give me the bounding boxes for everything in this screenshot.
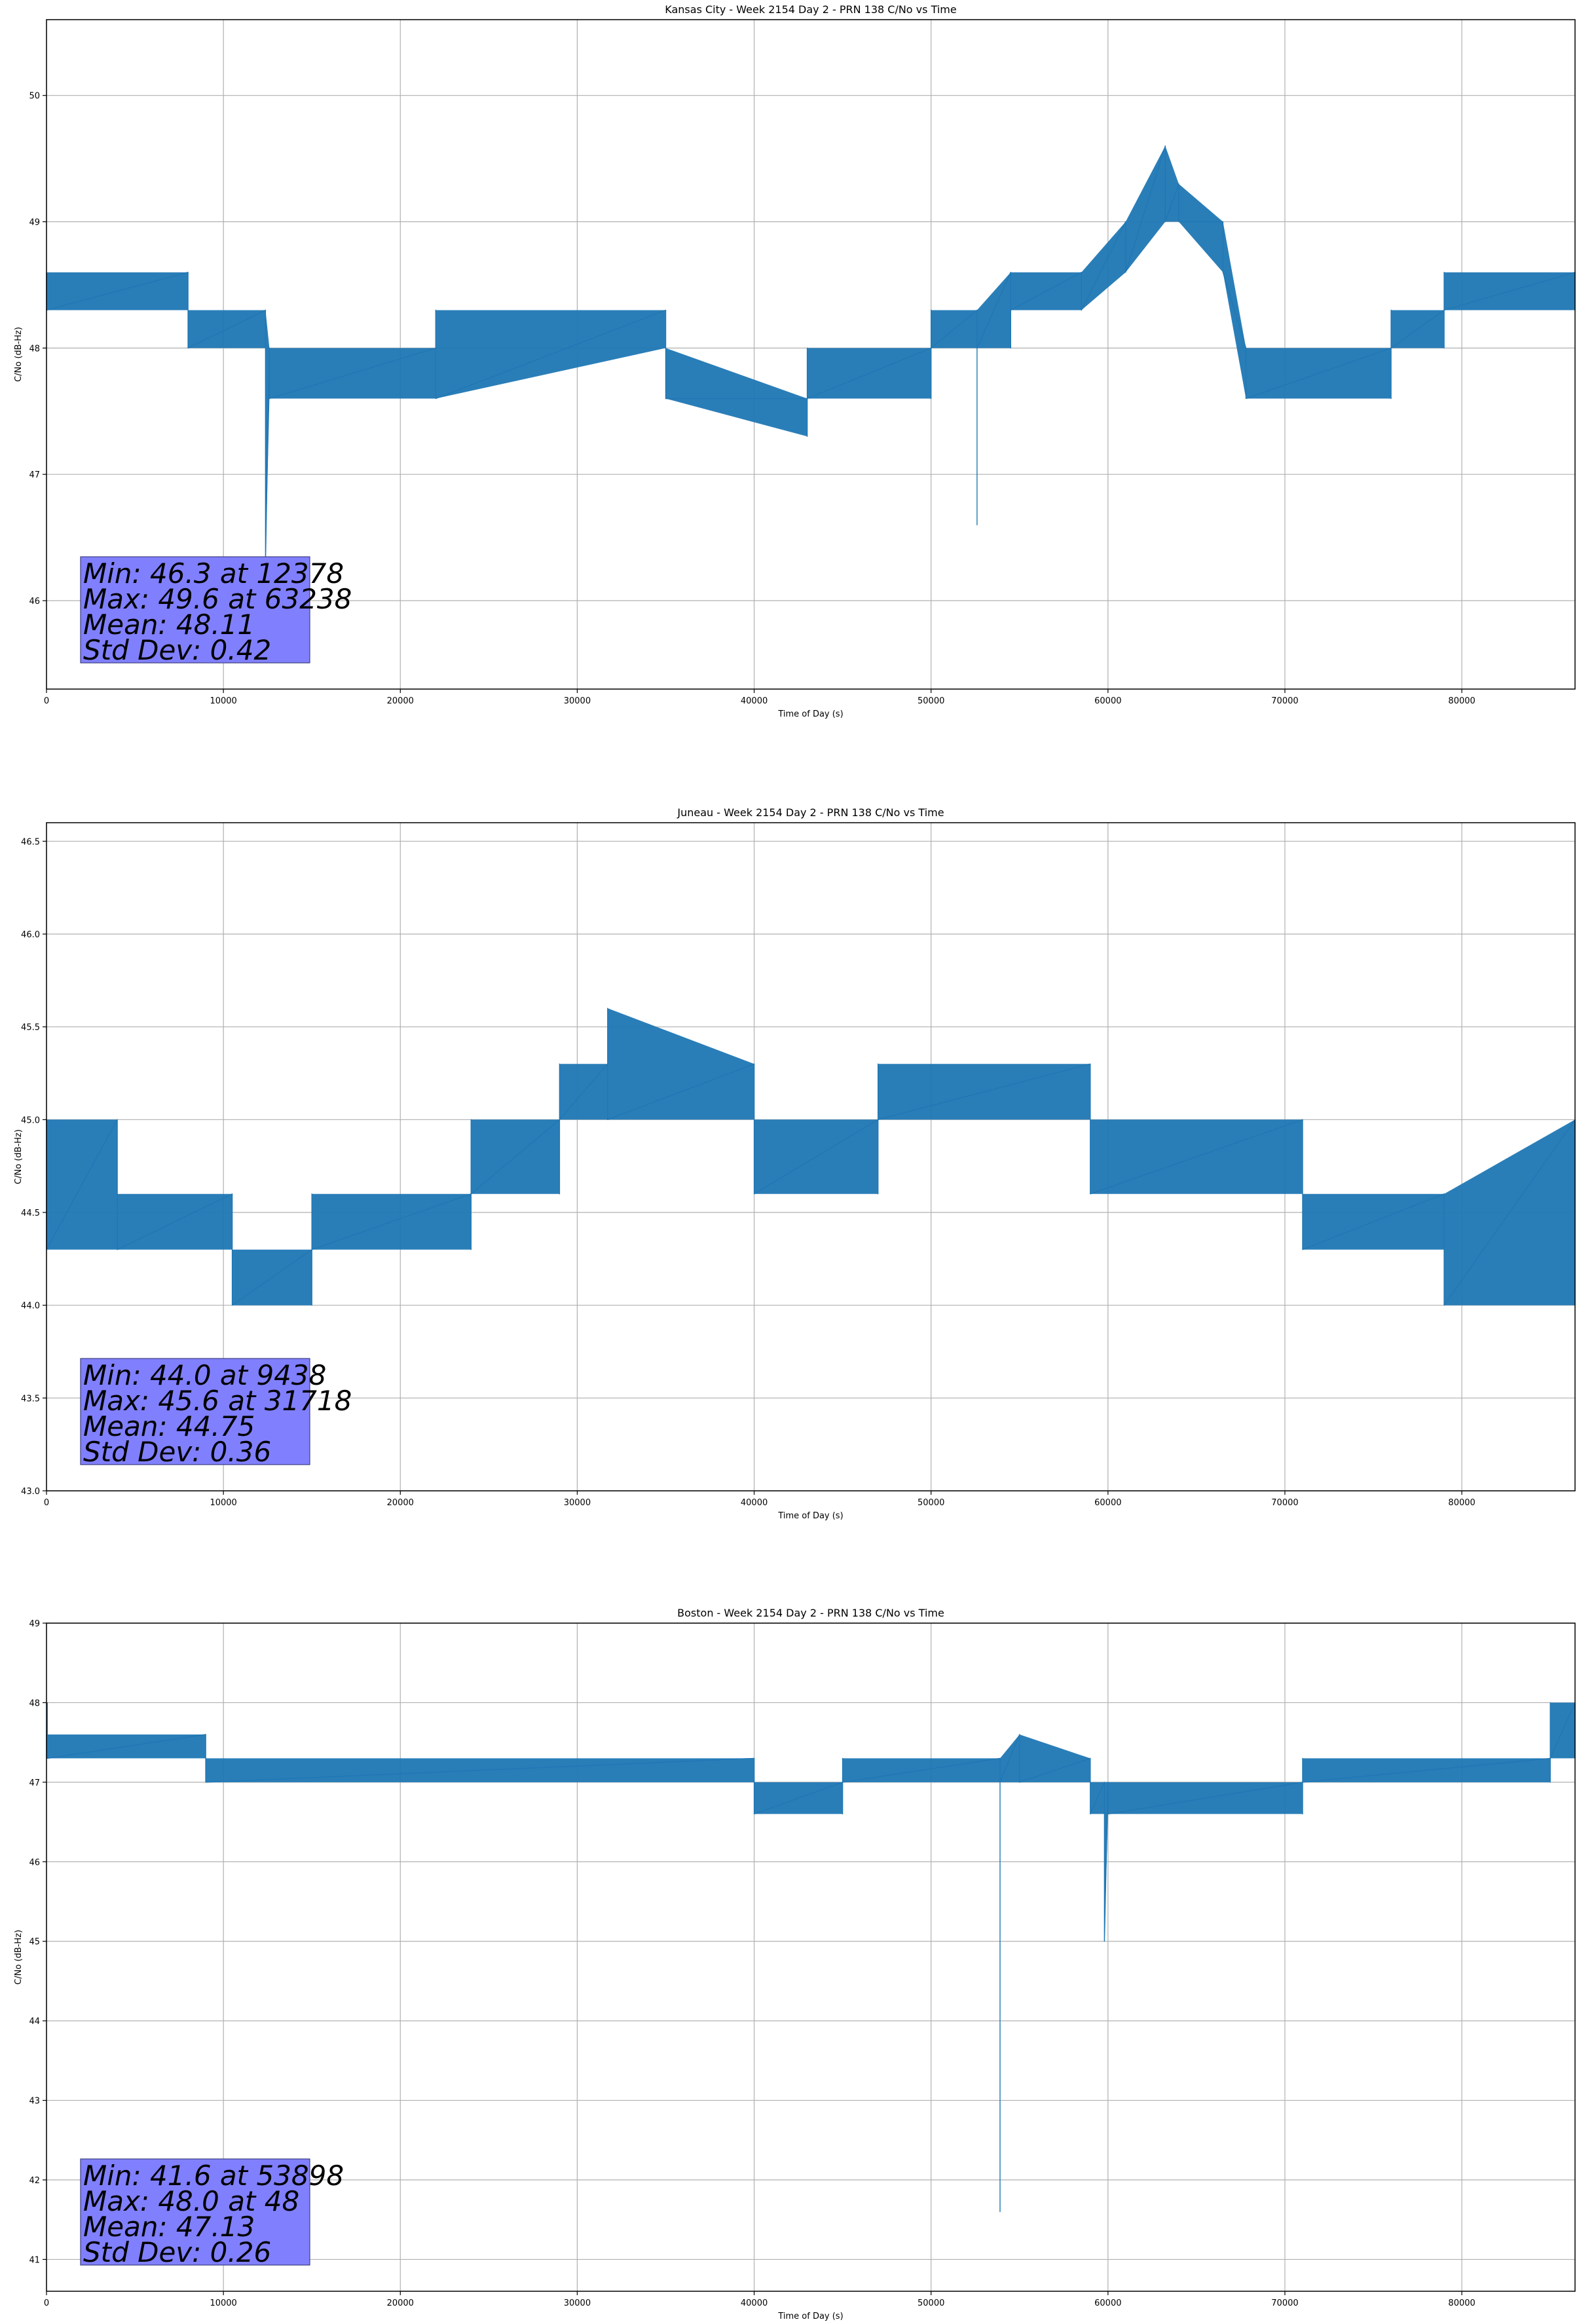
x-axis-label: Time of Day (s): [777, 2312, 843, 2321]
y-tick-label: 42: [29, 2176, 40, 2186]
stats-line: Max: 49.6 at 63238: [83, 583, 352, 615]
stats-line: Std Dev: 0.36: [83, 1436, 271, 1468]
axes-frame: [46, 822, 1576, 1491]
x-tick-label: 30000: [564, 696, 591, 706]
chart-kansas-city: 0 10000 20000 30000 40000 50000 60000 70000 8000…: [14, 3, 1576, 719]
chart-juneau: 0 10000 20000 30000 40000 50000 60000 70000 8000…: [14, 806, 1576, 1521]
x-axis-label: Time of Day (s): [777, 1511, 843, 1521]
x-tick-label: 0: [44, 2298, 49, 2308]
x-tick-label: 70000: [1271, 2298, 1298, 2308]
y-tick-label: 47: [29, 1778, 40, 1788]
x-tick-label: 60000: [1094, 2298, 1121, 2308]
chart-boston: 0 10000 20000 30000 40000 50000 60000 70000 8000…: [14, 1607, 1576, 2321]
series-line: [46, 1702, 1576, 2213]
x-tick-label: 10000: [210, 2298, 236, 2308]
y-tick-label: 48: [29, 344, 40, 354]
y-tick-label: 44.0: [21, 1302, 40, 1311]
x-tick-label: 70000: [1271, 1498, 1298, 1508]
y-tick-label: 46.5: [21, 837, 40, 847]
x-tick-label: 20000: [387, 696, 414, 706]
series-band: [46, 145, 1575, 563]
x-tick-label: 0: [44, 1498, 49, 1508]
x-tick-label: 30000: [564, 1498, 591, 1508]
grid: [46, 20, 1575, 689]
stats-box-background: [80, 556, 310, 664]
y-tick-label: 44.5: [21, 1209, 40, 1218]
x-tick-label: 40000: [741, 2298, 768, 2308]
y-axis-label: C/No (dB-Hz): [14, 1930, 24, 1985]
x-tick-label: 70000: [1271, 696, 1298, 706]
stats-line: Min: 41.6 at 53898: [83, 2160, 344, 2192]
stats-line: Std Dev: 0.26: [83, 2236, 271, 2268]
y-tick-label: 48: [29, 1698, 40, 1708]
y-tick-label: 41: [29, 2255, 40, 2265]
x-tick-label: 20000: [387, 1498, 414, 1508]
y-tick-label: 43.5: [21, 1394, 40, 1404]
stats-line: Max: 45.6 at 31718: [83, 1385, 352, 1417]
y-tick-label: 46: [29, 1858, 40, 1867]
grid: [46, 823, 1575, 1491]
x-tick-label: 80000: [1448, 2298, 1475, 2308]
stats-line: Mean: 44.75: [83, 1410, 255, 1442]
series-line: [46, 145, 1576, 563]
series-band: [46, 1702, 1575, 2212]
x-tick-label: 30000: [564, 2298, 591, 2308]
x-tick-label: 80000: [1448, 1498, 1475, 1508]
x-tick-label: 50000: [918, 1498, 944, 1508]
y-tick-label: 46: [29, 597, 40, 607]
stats-line: Min: 44.0 at 9438: [83, 1359, 326, 1391]
axes-frame: [46, 19, 1576, 690]
axes-frame: [46, 1622, 1576, 2292]
y-tick-label: 45: [29, 1938, 40, 1947]
stats-line: Max: 48.0 at 48: [83, 2185, 299, 2217]
chart-title: Juneau - Week 2154 Day 2 - PRN 138 C/No …: [677, 806, 944, 819]
stats-line: Mean: 47.13: [83, 2211, 255, 2243]
y-tick-label: 49: [29, 1619, 40, 1629]
series-line: [46, 1007, 1576, 1306]
x-tick-label: 50000: [918, 2298, 944, 2308]
y-tick-label: 46.0: [21, 930, 40, 940]
x-tick-label: 80000: [1448, 696, 1475, 706]
stats-line: Min: 46.3 at 12378: [83, 557, 344, 590]
x-axis-label: Time of Day (s): [777, 709, 843, 719]
stats-line: Std Dev: 0.42: [83, 634, 271, 666]
x-tick-label: 0: [44, 696, 49, 706]
x-tick-label: 10000: [210, 1498, 236, 1508]
chart-title: Boston - Week 2154 Day 2 - PRN 138 C/No …: [677, 1607, 944, 1619]
y-tick-label: 47: [29, 470, 40, 480]
x-tick-label: 60000: [1094, 696, 1121, 706]
y-axis-label: C/No (dB-Hz): [14, 327, 24, 382]
x-tick-label: 60000: [1094, 1498, 1121, 1508]
x-tick-label: 20000: [387, 2298, 414, 2308]
y-tick-label: 45.0: [21, 1115, 40, 1125]
x-tick-label: 50000: [918, 696, 944, 706]
y-axis-label: C/No (dB-Hz): [14, 1129, 24, 1184]
y-tick-label: 45.5: [21, 1023, 40, 1033]
y-tick-label: 50: [29, 92, 40, 102]
y-tick-label: 44: [29, 2017, 40, 2027]
x-tick-label: 40000: [741, 696, 768, 706]
x-tick-label: 40000: [741, 1498, 768, 1508]
stats-box-background: [80, 2158, 310, 2266]
stats-line: Mean: 48.11: [83, 609, 255, 641]
y-tick-label: 43: [29, 2097, 40, 2107]
y-tick-label: 49: [29, 218, 40, 228]
y-tick-label: 43.0: [21, 1487, 40, 1497]
chart-title: Kansas City - Week 2154 Day 2 - PRN 138 …: [665, 3, 956, 16]
x-tick-label: 10000: [210, 696, 236, 706]
series-band: [46, 1008, 1575, 1305]
stats-box-background: [80, 1358, 310, 1465]
